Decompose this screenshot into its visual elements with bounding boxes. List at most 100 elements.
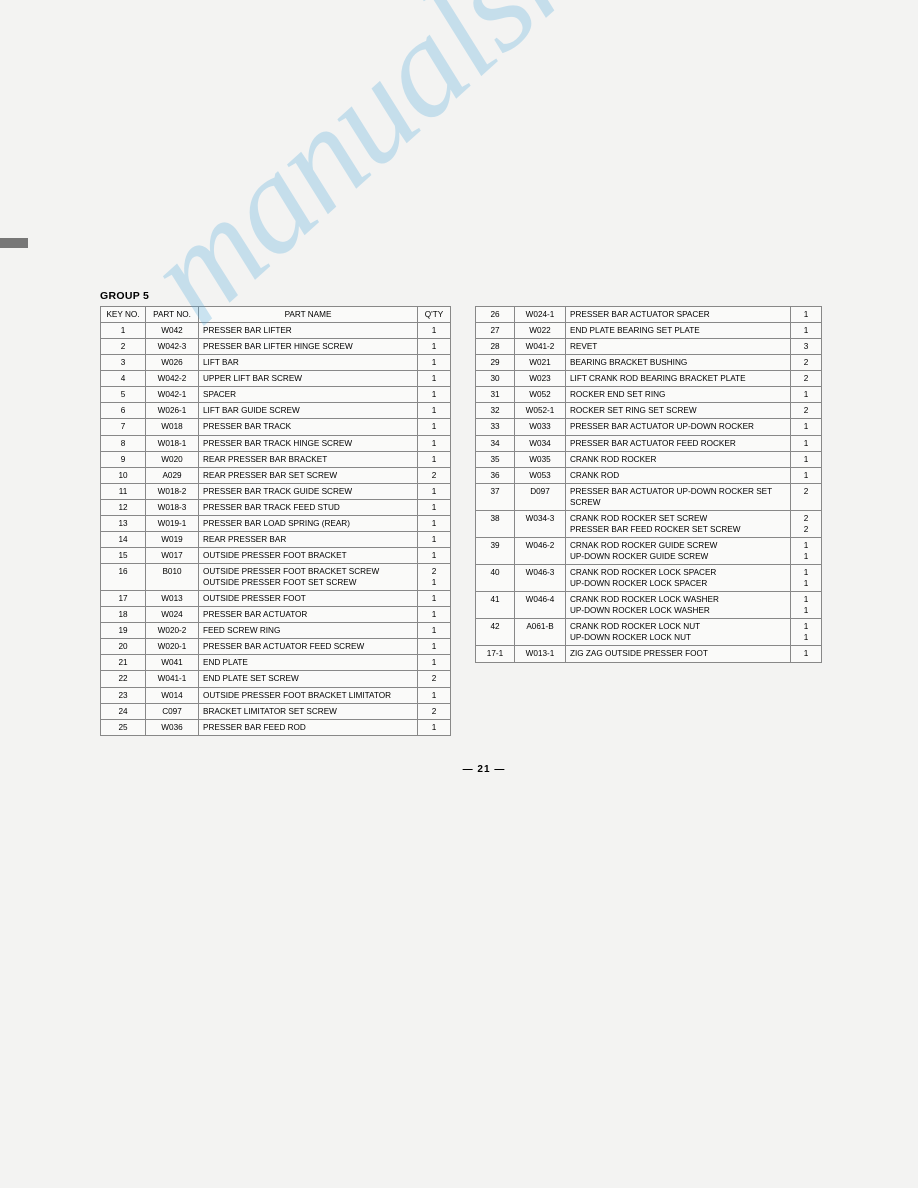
table-cell: 23: [101, 687, 146, 703]
table-cell: 38: [476, 510, 515, 537]
table-cell: W046-4: [515, 592, 566, 619]
table-cell: 27: [476, 323, 515, 339]
table-cell: 15: [101, 547, 146, 563]
table-row: 4W042-2UPPER LIFT BAR SCREW1: [101, 371, 451, 387]
table-cell: 2: [791, 483, 822, 510]
table-cell: W017: [146, 547, 199, 563]
table-cell: 2: [791, 403, 822, 419]
table-cell: 1: [418, 323, 451, 339]
table-cell: REAR PRESSER BAR: [199, 531, 418, 547]
table-cell: W042-1: [146, 387, 199, 403]
table-cell: 1: [418, 371, 451, 387]
table-row: 25W036PRESSER BAR FEED ROD1: [101, 719, 451, 735]
table-cell: PRESSER BAR ACTUATOR SPACER: [566, 307, 791, 323]
table-row: 39W046-2CRNAK ROD ROCKER GUIDE SCREWUP-D…: [476, 537, 822, 564]
table-cell: 11: [101, 483, 146, 499]
table-cell: C097: [146, 703, 199, 719]
table-row: 18W024PRESSER BAR ACTUATOR1: [101, 607, 451, 623]
table-cell: CRNAK ROD ROCKER GUIDE SCREWUP-DOWN ROCK…: [566, 537, 791, 564]
table-cell: 4: [101, 371, 146, 387]
table-row: 27W022END PLATE BEARING SET PLATE1: [476, 323, 822, 339]
table-cell: W042: [146, 323, 199, 339]
table-row: 17-1W013-1ZIG ZAG OUTSIDE PRESSER FOOT1: [476, 646, 822, 662]
table-row: 40W046-3CRANK ROD ROCKER LOCK SPACERUP-D…: [476, 565, 822, 592]
table-row: 26W024-1PRESSER BAR ACTUATOR SPACER1: [476, 307, 822, 323]
table-cell: 1: [791, 387, 822, 403]
table-row: 35W035CRANK ROD ROCKER1: [476, 451, 822, 467]
table-cell: W018-2: [146, 483, 199, 499]
table-cell: W053: [515, 467, 566, 483]
parts-table-left: KEY NO. PART NO. PART NAME Q'TY 1W042PRE…: [100, 306, 451, 736]
table-cell: 19: [101, 623, 146, 639]
table-cell: 22: [791, 510, 822, 537]
table-cell: PRESSER BAR LIFTER HINGE SCREW: [199, 339, 418, 355]
table-cell: 28: [476, 339, 515, 355]
table-row: 17W013OUTSIDE PRESSER FOOT1: [101, 591, 451, 607]
table-cell: 22: [101, 671, 146, 687]
table-cell: REVET: [566, 339, 791, 355]
table-cell: W041: [146, 655, 199, 671]
table-row: 33W033PRESSER BAR ACTUATOR UP-DOWN ROCKE…: [476, 419, 822, 435]
table-cell: 1: [418, 607, 451, 623]
table-cell: 1: [418, 339, 451, 355]
table-cell: W013: [146, 591, 199, 607]
table-left-body: 1W042PRESSER BAR LIFTER12W042-3PRESSER B…: [101, 323, 451, 736]
table-cell: 1: [791, 451, 822, 467]
table-cell: CRANK ROD: [566, 467, 791, 483]
table-cell: END PLATE SET SCREW: [199, 671, 418, 687]
table-cell: 11: [791, 619, 822, 646]
table-cell: W020: [146, 451, 199, 467]
table-cell: CRANK ROD ROCKER LOCK SPACERUP-DOWN ROCK…: [566, 565, 791, 592]
table-cell: BEARING BRACKET BUSHING: [566, 355, 791, 371]
table-left-head: KEY NO. PART NO. PART NAME Q'TY: [101, 307, 451, 323]
table-cell: 42: [476, 619, 515, 646]
table-cell: W026-1: [146, 403, 199, 419]
table-cell: UPPER LIFT BAR SCREW: [199, 371, 418, 387]
table-cell: PRESSER BAR TRACK: [199, 419, 418, 435]
table-cell: 1: [418, 719, 451, 735]
table-cell: W013-1: [515, 646, 566, 662]
table-cell: W014: [146, 687, 199, 703]
page-content: GROUP 5 KEY NO. PART NO. PART NAME Q'TY …: [100, 290, 868, 775]
table-cell: OUTSIDE PRESSER FOOT: [199, 591, 418, 607]
table-row: 30W023LIFT CRANK ROD BEARING BRACKET PLA…: [476, 371, 822, 387]
table-cell: 25: [101, 719, 146, 735]
table-cell: W052: [515, 387, 566, 403]
table-row: 9W020REAR PRESSER BAR BRACKET1: [101, 451, 451, 467]
table-cell: 2: [791, 355, 822, 371]
table-cell: 1: [418, 483, 451, 499]
table-row: 10A029REAR PRESSER BAR SET SCREW2: [101, 467, 451, 483]
table-cell: W021: [515, 355, 566, 371]
table-cell: 16: [101, 564, 146, 591]
table-cell: 40: [476, 565, 515, 592]
table-cell: W034-3: [515, 510, 566, 537]
table-row: 6W026-1LIFT BAR GUIDE SCREW1: [101, 403, 451, 419]
scan-edge-mark: [0, 238, 28, 248]
table-cell: LIFT BAR: [199, 355, 418, 371]
parts-table-right: 26W024-1PRESSER BAR ACTUATOR SPACER127W0…: [475, 306, 822, 663]
table-cell: 1: [418, 547, 451, 563]
table-cell: CRANK ROD ROCKER: [566, 451, 791, 467]
table-cell: W035: [515, 451, 566, 467]
table-cell: W046-2: [515, 537, 566, 564]
table-cell: 1: [418, 515, 451, 531]
table-cell: CRANK ROD ROCKER SET SCREWPRESSER BAR FE…: [566, 510, 791, 537]
table-cell: 1: [418, 499, 451, 515]
table-cell: BRACKET LIMITATOR SET SCREW: [199, 703, 418, 719]
table-cell: 41: [476, 592, 515, 619]
table-cell: 21: [101, 655, 146, 671]
table-cell: 36: [476, 467, 515, 483]
table-row: 31W052ROCKER END SET RING1: [476, 387, 822, 403]
table-cell: 2: [101, 339, 146, 355]
table-cell: 12: [101, 499, 146, 515]
table-cell: PRESSER BAR ACTUATOR: [199, 607, 418, 623]
table-row: 42A061-BCRANK ROD ROCKER LOCK NUTUP-DOWN…: [476, 619, 822, 646]
table-cell: ZIG ZAG OUTSIDE PRESSER FOOT: [566, 646, 791, 662]
table-row: 41W046-4CRANK ROD ROCKER LOCK WASHERUP-D…: [476, 592, 822, 619]
table-cell: 1: [418, 419, 451, 435]
table-cell: W036: [146, 719, 199, 735]
table-cell: 1: [101, 323, 146, 339]
table-cell: 1: [791, 467, 822, 483]
table-cell: 11: [791, 592, 822, 619]
table-row: 28W041-2REVET3: [476, 339, 822, 355]
